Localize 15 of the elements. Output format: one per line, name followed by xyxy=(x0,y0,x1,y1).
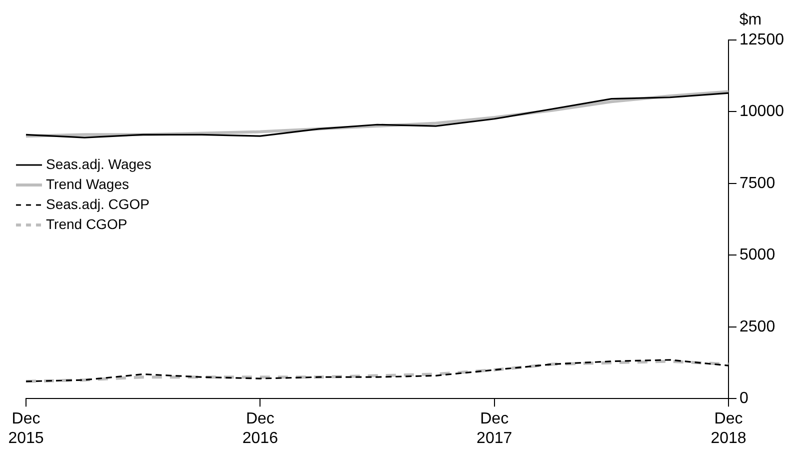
legend-label: Trend Wages xyxy=(46,176,129,192)
y-tick-label: 5000 xyxy=(740,246,776,264)
y-axis-title: $m xyxy=(739,11,762,28)
x-tick-label: Dec 2017 xyxy=(476,410,512,447)
legend-label: Trend CGOP xyxy=(46,216,128,232)
y-tick-label: 2500 xyxy=(740,318,776,336)
x-tick-label: Dec 2015 xyxy=(8,410,44,447)
x-tick-label: Dec 2018 xyxy=(710,410,746,447)
y-tick-label: 10000 xyxy=(740,103,784,120)
y-tick-label: 7500 xyxy=(740,174,776,192)
y-tick-label: 0 xyxy=(740,390,749,408)
legend-label: Seas.adj. Wages xyxy=(46,156,152,172)
x-tick-label: Dec 2016 xyxy=(242,410,278,447)
legend-label: Seas.adj. CGOP xyxy=(46,196,150,212)
y-tick-label: 12500 xyxy=(740,31,784,48)
